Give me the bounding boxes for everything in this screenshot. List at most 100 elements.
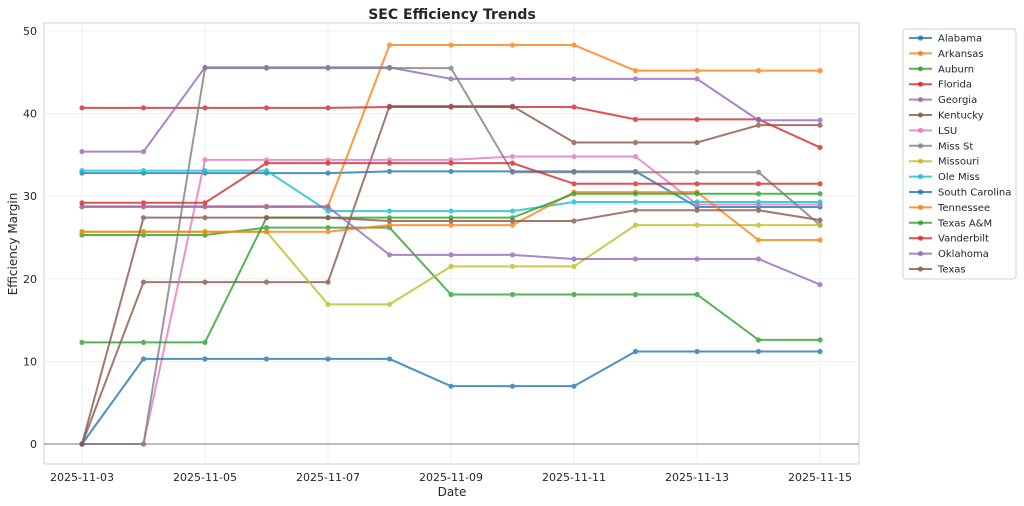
data-point — [448, 76, 454, 82]
legend-swatch-marker — [917, 143, 924, 149]
series-texas-a-m — [79, 191, 823, 346]
y-tick-label: 0 — [30, 438, 37, 451]
legend-swatch-marker — [917, 266, 924, 272]
data-point — [140, 200, 147, 206]
y-tick-label: 40 — [23, 108, 37, 121]
data-point — [755, 68, 762, 74]
data-point — [817, 122, 823, 128]
data-point — [386, 42, 393, 48]
data-point — [817, 337, 823, 343]
data-point — [140, 356, 147, 362]
data-point — [694, 348, 700, 355]
x-tick-label: 2025-11-13 — [665, 471, 729, 484]
data-point — [263, 204, 270, 210]
data-point — [509, 291, 516, 298]
data-point — [140, 167, 147, 174]
data-point — [509, 169, 516, 175]
data-point — [202, 65, 208, 71]
data-point — [509, 103, 516, 109]
legend-item: Alabama — [909, 34, 982, 45]
data-point — [817, 68, 823, 74]
series-group — [79, 42, 823, 447]
data-point — [755, 222, 762, 228]
x-tick-label: 2025-11-15 — [788, 471, 852, 484]
data-point — [755, 348, 762, 355]
data-point — [263, 224, 270, 231]
data-point — [386, 160, 393, 166]
data-point — [448, 168, 454, 175]
data-point — [263, 229, 270, 235]
data-point — [386, 252, 393, 258]
legend-label: Florida — [938, 80, 972, 91]
data-point — [202, 215, 208, 221]
legend-item: Tennessee — [909, 203, 990, 214]
series-ole-miss — [79, 167, 823, 214]
legend-swatch-marker — [917, 81, 924, 87]
data-point — [140, 339, 147, 346]
data-point — [817, 348, 823, 355]
legend-swatch-marker — [917, 235, 924, 241]
legend-item: Vanderbilt — [909, 234, 989, 245]
data-point — [632, 153, 639, 160]
x-tick-label: 2025-11-05 — [173, 471, 237, 484]
data-point — [325, 170, 331, 176]
legend-item: Auburn — [909, 64, 974, 75]
data-point — [325, 301, 331, 308]
data-point — [263, 279, 270, 285]
data-point — [325, 224, 331, 231]
legend-label: Missouri — [938, 157, 979, 168]
data-point — [448, 383, 454, 389]
data-point — [448, 263, 454, 270]
data-point — [571, 218, 577, 224]
data-point — [571, 191, 577, 197]
chart-title: SEC Efficiency Trends — [368, 7, 536, 23]
data-point — [263, 167, 270, 174]
data-point — [325, 105, 331, 111]
data-point — [325, 208, 331, 214]
series-kentucky — [79, 103, 823, 447]
data-point — [509, 218, 516, 224]
data-point — [325, 65, 331, 71]
legend-swatch-marker — [917, 189, 924, 195]
legend-item: Miss St — [909, 141, 973, 152]
data-point — [632, 348, 639, 355]
legend-label: LSU — [938, 126, 957, 137]
data-point — [202, 339, 208, 346]
data-point — [755, 237, 762, 243]
legend-label: Tennessee — [937, 203, 990, 214]
data-point — [694, 181, 700, 187]
y-tick-label: 20 — [23, 273, 37, 286]
data-point — [694, 68, 700, 74]
data-point — [140, 215, 147, 221]
data-point — [571, 181, 577, 187]
x-axis-label: Date — [438, 485, 467, 499]
data-point — [448, 218, 454, 224]
data-point — [694, 207, 700, 213]
data-point — [263, 356, 270, 362]
legend: Alabama Arkansas Auburn Florida Georgia Kentu… — [902, 28, 1017, 280]
legend-swatch-marker — [917, 66, 924, 72]
data-point — [571, 199, 577, 205]
data-point — [817, 281, 823, 288]
data-point — [632, 291, 639, 298]
data-point — [817, 191, 823, 197]
y-tick-label: 30 — [23, 190, 37, 203]
data-point — [386, 168, 393, 175]
data-point — [448, 252, 454, 258]
data-point — [140, 441, 147, 447]
data-point — [571, 76, 577, 82]
legend-item: LSU — [909, 126, 957, 137]
legend-swatch-marker — [917, 204, 924, 210]
legend-item: Missouri — [909, 157, 979, 168]
data-point — [386, 356, 393, 362]
data-point — [571, 256, 577, 262]
data-point — [386, 218, 393, 224]
data-point — [571, 263, 577, 270]
data-point — [694, 191, 700, 197]
legend-box — [902, 28, 1017, 280]
data-point — [202, 204, 208, 210]
data-point — [694, 116, 700, 122]
legend-swatch-marker — [917, 35, 924, 41]
data-point — [202, 167, 208, 174]
legend-label: Texas A&M — [937, 218, 992, 229]
